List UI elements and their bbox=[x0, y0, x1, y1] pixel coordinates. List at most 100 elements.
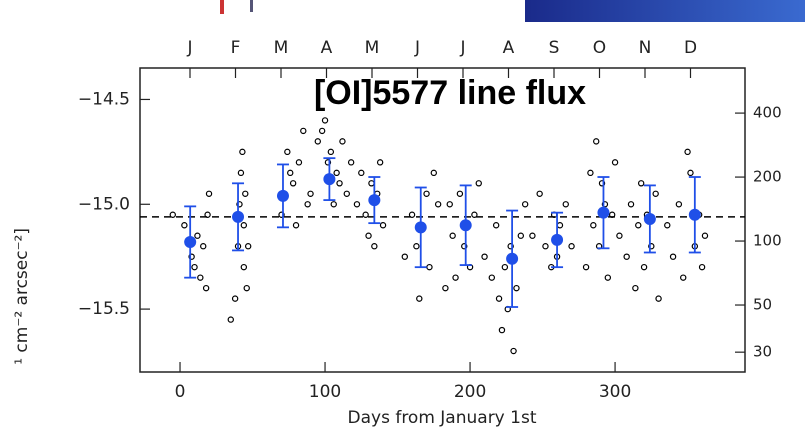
y2-tick-label: 200 bbox=[753, 168, 782, 186]
data-point bbox=[517, 232, 525, 239]
data-point bbox=[358, 169, 365, 177]
data-point bbox=[608, 211, 616, 218]
data-point bbox=[244, 243, 252, 250]
data-point bbox=[698, 263, 706, 271]
data-point bbox=[582, 263, 590, 271]
background-fragment bbox=[250, 0, 253, 12]
data-point bbox=[461, 243, 468, 250]
data-point bbox=[640, 263, 648, 271]
data-point bbox=[278, 211, 285, 218]
data-point bbox=[664, 222, 671, 229]
data-point bbox=[188, 253, 195, 260]
data-point bbox=[368, 180, 375, 187]
data-point bbox=[343, 190, 350, 197]
top-tick-label: J bbox=[186, 38, 192, 58]
monthly-mean bbox=[597, 206, 610, 219]
data-point bbox=[701, 232, 709, 239]
data-point bbox=[191, 263, 198, 271]
data-point bbox=[481, 253, 488, 260]
data-point bbox=[655, 295, 662, 302]
data-point bbox=[687, 169, 694, 177]
x-tick-label: 0 bbox=[175, 382, 186, 402]
x-tick-label: 200 bbox=[454, 382, 486, 402]
data-point bbox=[243, 284, 250, 292]
monthly-mean bbox=[276, 189, 289, 202]
data-point bbox=[587, 169, 594, 177]
data-point bbox=[529, 232, 536, 239]
data-point bbox=[648, 243, 655, 250]
background-fragment bbox=[220, 0, 224, 14]
top-tick-label: J bbox=[414, 38, 420, 58]
data-point bbox=[449, 232, 456, 239]
data-point bbox=[556, 222, 564, 229]
data-point bbox=[423, 190, 430, 197]
data-point bbox=[292, 222, 300, 229]
data-point bbox=[536, 190, 543, 197]
data-point bbox=[284, 148, 291, 156]
top-tick-label: J bbox=[459, 38, 465, 58]
data-point bbox=[611, 159, 619, 166]
data-point bbox=[623, 253, 630, 260]
data-point bbox=[637, 180, 645, 187]
data-point bbox=[475, 180, 482, 187]
data-point bbox=[227, 316, 234, 323]
top-tick-label: A bbox=[321, 38, 333, 58]
data-point bbox=[542, 243, 549, 250]
y-axis-label: ¹ cm⁻² arcsec⁻²] bbox=[12, 228, 32, 365]
data-point bbox=[240, 222, 248, 229]
data-point bbox=[339, 138, 346, 145]
data-point bbox=[507, 243, 514, 250]
data-point bbox=[675, 201, 683, 208]
top-tick-label: F bbox=[231, 38, 241, 58]
top-tick-label: S bbox=[549, 38, 560, 58]
data-point bbox=[684, 148, 691, 156]
data-point bbox=[324, 159, 332, 166]
data-point bbox=[456, 190, 464, 197]
data-point bbox=[401, 253, 408, 260]
data-point bbox=[430, 169, 437, 177]
data-point bbox=[632, 284, 639, 292]
data-point bbox=[416, 295, 423, 302]
top-tick-label: D bbox=[684, 38, 697, 58]
data-point bbox=[446, 201, 453, 208]
data-point bbox=[181, 222, 188, 229]
data-point bbox=[318, 127, 326, 135]
data-point bbox=[330, 201, 337, 208]
data-point bbox=[200, 243, 207, 250]
y2-tick-label: 100 bbox=[753, 232, 782, 250]
data-point bbox=[205, 190, 213, 197]
monthly-mean bbox=[232, 210, 245, 223]
data-point bbox=[236, 201, 243, 208]
data-point bbox=[287, 169, 294, 177]
data-point bbox=[194, 232, 201, 239]
top-tick-label: M bbox=[365, 38, 380, 58]
data-point bbox=[513, 284, 520, 292]
data-point bbox=[593, 138, 600, 145]
background-fragment bbox=[525, 0, 805, 22]
data-point bbox=[365, 232, 372, 239]
data-point bbox=[371, 243, 378, 250]
top-tick-label: M bbox=[274, 38, 289, 58]
monthly-mean bbox=[323, 173, 336, 186]
data-point bbox=[495, 295, 503, 302]
data-point bbox=[498, 326, 506, 334]
data-point bbox=[289, 180, 297, 187]
data-point bbox=[314, 138, 321, 145]
data-point bbox=[590, 222, 597, 229]
data-point bbox=[616, 232, 623, 239]
data-point bbox=[327, 148, 335, 156]
data-point bbox=[295, 159, 303, 166]
x-tick-label: 100 bbox=[309, 382, 341, 402]
data-point bbox=[488, 274, 496, 281]
data-point bbox=[376, 159, 384, 166]
data-point bbox=[242, 190, 249, 197]
data-point bbox=[635, 222, 642, 229]
data-point bbox=[304, 201, 311, 208]
y2-tick-label: 30 bbox=[753, 343, 772, 361]
data-point bbox=[333, 169, 340, 177]
data-point bbox=[321, 117, 329, 124]
data-point bbox=[452, 274, 459, 281]
monthly-mean bbox=[688, 208, 701, 221]
y-tick-label: −15.0 bbox=[78, 194, 130, 214]
